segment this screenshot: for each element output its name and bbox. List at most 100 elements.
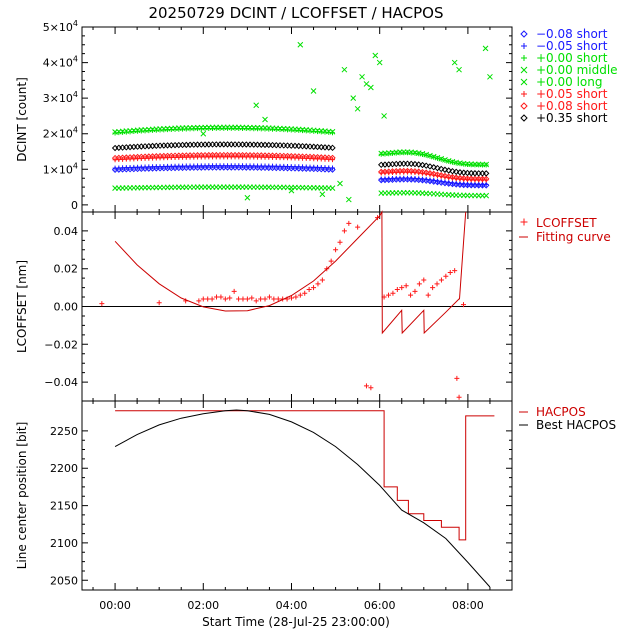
data-point bbox=[421, 278, 426, 283]
data-point bbox=[483, 46, 488, 51]
plot-frame bbox=[82, 401, 512, 590]
data-point bbox=[311, 285, 316, 290]
y-tick-exponent: 4 bbox=[73, 161, 78, 170]
y-tick-exponent: 4 bbox=[73, 126, 78, 135]
legend-marker bbox=[521, 115, 527, 121]
data-point bbox=[205, 296, 210, 301]
data-point bbox=[214, 295, 219, 300]
data-point bbox=[364, 383, 369, 388]
data-point bbox=[157, 300, 162, 305]
data-point bbox=[426, 293, 431, 298]
data-point bbox=[382, 113, 387, 118]
data-point bbox=[333, 247, 338, 252]
data-point bbox=[404, 283, 409, 288]
data-point bbox=[373, 53, 378, 58]
data-point bbox=[232, 289, 237, 294]
panel-hacpos: 2050 2100 2150 2200 2250 Line center position… bbox=[15, 401, 512, 590]
data-point bbox=[430, 285, 435, 290]
data-point bbox=[263, 117, 268, 122]
data-point bbox=[201, 296, 206, 301]
x-tick-label: 00:00 bbox=[99, 599, 131, 612]
y-tick-label: 2×104 bbox=[43, 126, 78, 141]
data-point bbox=[386, 293, 391, 298]
data-point bbox=[254, 298, 259, 303]
y-tick-label: −0.04 bbox=[44, 376, 78, 389]
y-tick-label: 0 bbox=[71, 199, 78, 212]
data-point bbox=[293, 295, 298, 300]
y-tick-exponent: 4 bbox=[73, 19, 78, 28]
data-point bbox=[201, 131, 206, 136]
data-point bbox=[338, 181, 343, 186]
panel-lcoffset: −0.04 −0.02 0.00 0.02 0.04 LCOFFSET [nm] bbox=[15, 212, 512, 401]
legend-hacpos: HACPOSBest HACPOS bbox=[519, 405, 616, 432]
data-point bbox=[355, 225, 360, 230]
dcint-points bbox=[113, 42, 493, 202]
x-axis-label: Start Time (28-Jul-25 23:00:00) bbox=[202, 615, 390, 629]
data-point bbox=[346, 197, 351, 202]
y-tick-label: 5×104 bbox=[43, 19, 78, 34]
data-point bbox=[298, 42, 303, 47]
y-tick-label: −0.02 bbox=[44, 338, 78, 351]
y-axis-label: Line center position [bit] bbox=[15, 422, 29, 570]
data-point bbox=[390, 291, 395, 296]
y-axis-label: LCOFFSET [nm] bbox=[15, 260, 29, 353]
data-point bbox=[408, 293, 413, 298]
y-tick-label: 2200 bbox=[50, 462, 78, 475]
data-point bbox=[223, 296, 228, 301]
data-point bbox=[240, 296, 245, 301]
data-point bbox=[307, 287, 312, 292]
data-point bbox=[377, 60, 382, 65]
data-point bbox=[315, 281, 320, 286]
data-point bbox=[355, 106, 360, 111]
data-point bbox=[245, 296, 250, 301]
legend-label: Best HACPOS bbox=[536, 418, 616, 432]
legend-marker bbox=[521, 55, 527, 61]
data-point bbox=[395, 287, 400, 292]
data-point bbox=[263, 296, 268, 301]
data-point bbox=[399, 285, 404, 290]
legend-label: LCOFFSET bbox=[536, 216, 597, 230]
data-point bbox=[435, 281, 440, 286]
data-point bbox=[320, 192, 325, 197]
legend-label: HACPOS bbox=[536, 405, 586, 419]
y-axis-label: DCINT [count] bbox=[15, 77, 29, 162]
y-tick-label: 0.04 bbox=[54, 225, 79, 238]
legend-marker bbox=[521, 219, 528, 226]
legend-marker bbox=[521, 67, 527, 73]
y-tick-label: 0.02 bbox=[54, 263, 79, 276]
data-point bbox=[99, 301, 104, 306]
hacpos-step-line bbox=[115, 411, 494, 540]
data-point bbox=[196, 298, 201, 303]
y-tick-exponent: 4 bbox=[73, 90, 78, 99]
y-tick-label: 1×104 bbox=[43, 161, 78, 176]
data-point bbox=[289, 188, 294, 193]
data-point bbox=[364, 81, 369, 86]
y-tick-label: 2150 bbox=[50, 500, 78, 513]
x-tick-label: 08:00 bbox=[452, 599, 484, 612]
data-point bbox=[454, 376, 459, 381]
data-point bbox=[330, 186, 335, 191]
x-tick-label: 02:00 bbox=[187, 599, 219, 612]
data-point bbox=[236, 296, 241, 301]
y-tick-label: 0.00 bbox=[54, 301, 79, 314]
y-tick-label: 3×104 bbox=[43, 90, 78, 105]
y-tick-label: 4×104 bbox=[43, 55, 78, 70]
data-point bbox=[346, 221, 351, 226]
y-tick-label: 2250 bbox=[50, 425, 78, 438]
y-tick-exponent: 4 bbox=[73, 55, 78, 64]
legend-marker bbox=[521, 91, 527, 97]
data-point bbox=[338, 240, 343, 245]
data-point bbox=[452, 60, 457, 65]
lcoffset-points bbox=[99, 215, 466, 400]
data-point bbox=[452, 268, 457, 273]
legend-label: +0.35 short bbox=[536, 111, 608, 125]
data-point bbox=[302, 291, 307, 296]
legend-marker bbox=[521, 79, 527, 85]
data-point bbox=[254, 103, 259, 108]
chart-figure: 20250729 DCINT / LCOFFSET / HACPOS Start… bbox=[0, 0, 640, 640]
data-point bbox=[439, 278, 444, 283]
data-point bbox=[443, 274, 448, 279]
panel-dcint: 0 1×104 2×104 3×104 4×104 5×104 DCINT [count] bbox=[15, 19, 512, 212]
x-tick-label: 04:00 bbox=[276, 599, 308, 612]
